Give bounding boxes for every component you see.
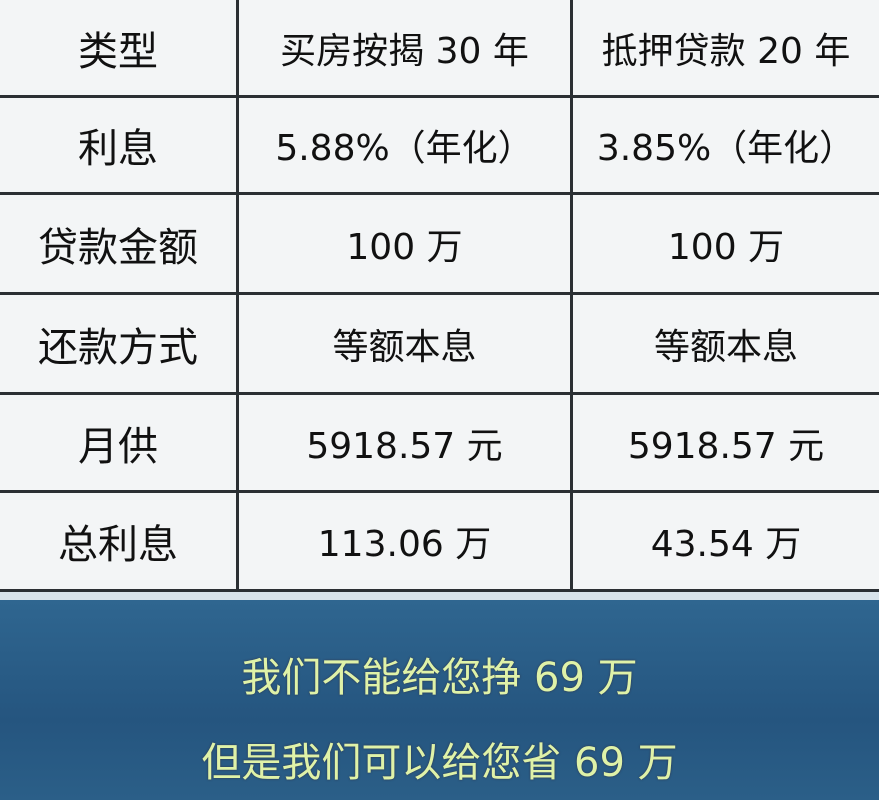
divider [0, 592, 879, 600]
table-row-repayment-method: 还款方式 等额本息 等额本息 [0, 295, 879, 395]
cell-secured-loan: 等额本息 [570, 295, 879, 392]
cell-mortgage: 5918.57 元 [236, 395, 570, 490]
cell-secured-loan: 5918.57 元 [570, 395, 879, 490]
cell-secured-loan: 3.85%（年化） [570, 98, 879, 192]
row-header: 还款方式 [38, 324, 198, 371]
table-row-interest-rate: 利息 5.88%（年化） 3.85%（年化） [0, 98, 879, 195]
cell-mortgage: 113.06 万 [236, 493, 570, 589]
comparison-table: 类型 买房按揭 30 年 抵押贷款 20 年 利息 5.88%（年化） 3.85… [0, 0, 879, 592]
row-header: 总利息 [58, 522, 178, 568]
table-row-monthly-payment: 月供 5918.57 元 5918.57 元 [0, 395, 879, 493]
cell-secured-loan: 100 万 [570, 195, 879, 292]
row-header: 月供 [78, 423, 158, 470]
table-row-total-interest: 总利息 113.06 万 43.54 万 [0, 493, 879, 592]
slogan-line-1: 我们不能给您挣 69 万 [241, 655, 638, 701]
cell-mortgage: 等额本息 [236, 295, 570, 392]
cell-secured-loan: 43.54 万 [570, 493, 879, 589]
cell-mortgage: 买房按揭 30 年 [236, 0, 570, 95]
slogan-line-2: 但是我们可以给您省 69 万 [201, 740, 678, 786]
cell-mortgage: 5.88%（年化） [236, 98, 570, 192]
cell-mortgage: 100 万 [236, 195, 570, 292]
row-header: 利息 [78, 126, 158, 172]
slogan-banner: 我们不能给您挣 69 万 但是我们可以给您省 69 万 [0, 600, 879, 800]
table-row-type: 类型 买房按揭 30 年 抵押贷款 20 年 [0, 0, 879, 98]
row-header: 贷款金额 [38, 224, 198, 271]
table-row-loan-amount: 贷款金额 100 万 100 万 [0, 195, 879, 295]
row-header: 类型 [78, 28, 158, 75]
cell-secured-loan: 抵押贷款 20 年 [570, 0, 879, 95]
